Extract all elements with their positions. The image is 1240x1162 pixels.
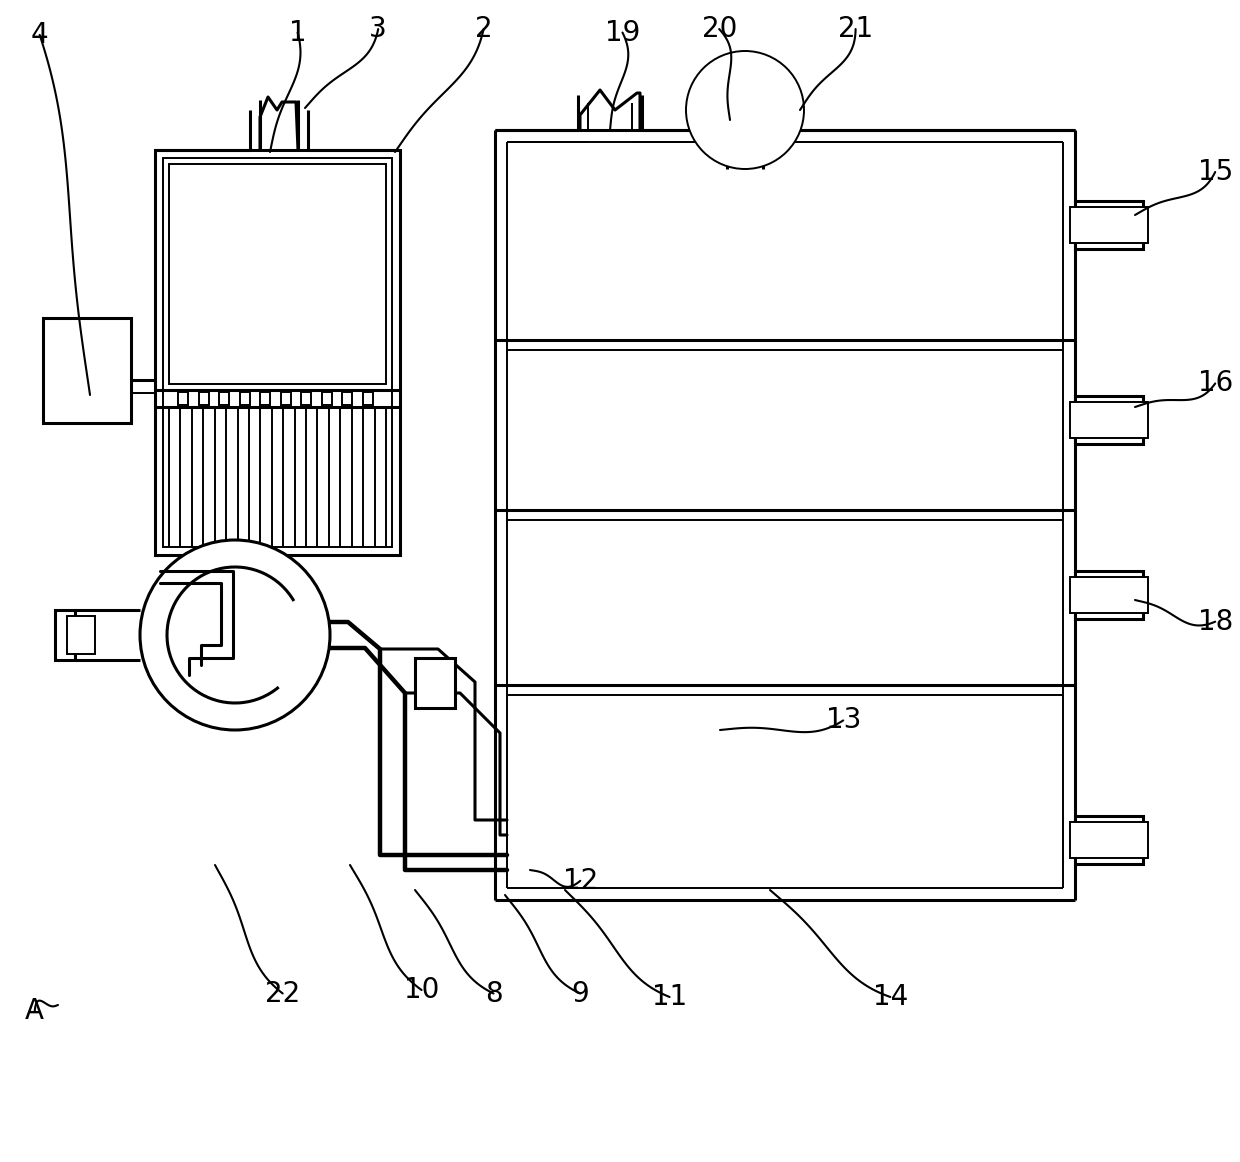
Bar [260,392,270,406]
Bar [301,392,311,406]
Bar [43,318,131,423]
Text: 12: 12 [563,867,598,895]
Text: 18: 18 [1198,608,1233,636]
Bar [55,610,74,660]
Bar [362,392,372,406]
Text: 19: 19 [605,19,640,46]
Bar [342,392,352,406]
Text: 8: 8 [485,980,502,1007]
Bar [67,616,95,654]
Bar [1070,578,1148,614]
Bar [1075,816,1143,865]
Text: 13: 13 [826,706,861,734]
Bar [321,392,331,406]
Text: 4: 4 [31,21,48,49]
Bar [239,392,249,406]
Text: 16: 16 [1198,370,1233,397]
Bar [155,150,401,555]
Bar [1070,402,1148,438]
Bar [162,158,392,547]
Bar [219,392,229,406]
Text: A: A [25,997,45,1025]
Bar [169,164,386,383]
Bar [415,658,455,708]
Bar [1075,571,1143,619]
Bar [1075,201,1143,249]
Text: 21: 21 [838,15,873,43]
Text: 20: 20 [702,15,737,43]
Text: 22: 22 [265,980,300,1007]
Bar [198,392,208,406]
Bar [280,392,290,406]
Bar [1075,396,1143,444]
Text: 14: 14 [873,983,908,1011]
Text: 2: 2 [475,15,492,43]
Bar [1070,822,1148,858]
Bar [1070,207,1148,243]
Circle shape [140,540,330,730]
Text: 11: 11 [652,983,687,1011]
Text: 10: 10 [404,976,439,1004]
Bar [179,392,188,406]
Circle shape [686,51,804,168]
Text: 3: 3 [370,15,387,43]
Text: 15: 15 [1198,158,1233,186]
Text: 9: 9 [572,980,589,1007]
Text: 1: 1 [289,19,306,46]
Circle shape [693,58,797,162]
